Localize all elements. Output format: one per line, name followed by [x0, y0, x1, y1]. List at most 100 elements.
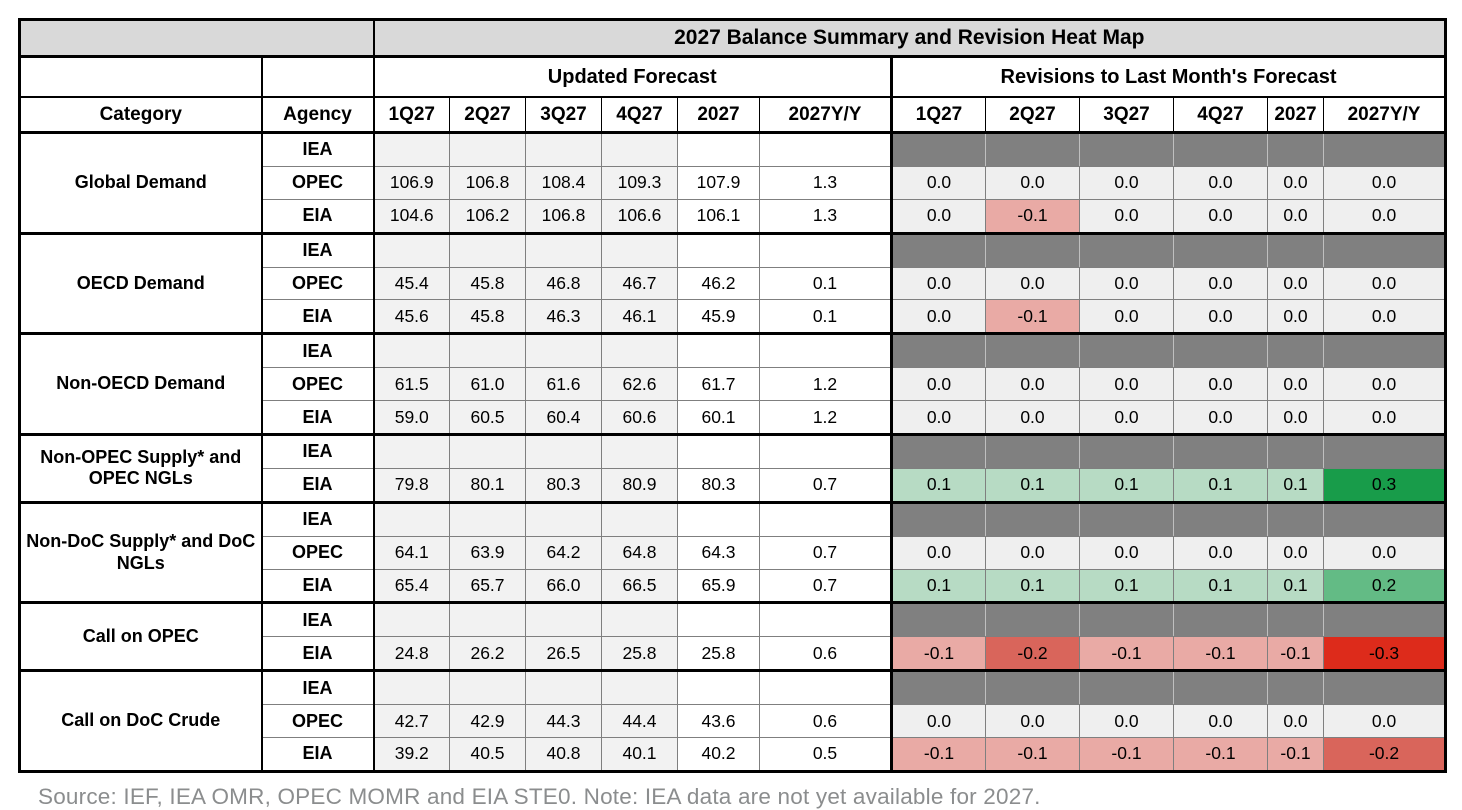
- revision-blocked-cell: [891, 601, 986, 638]
- column-header-category: Category: [19, 96, 262, 134]
- revision-value-cell: -0.1: [1173, 636, 1268, 672]
- forecast-value-cell: 25.8: [601, 636, 678, 672]
- revision-blocked-cell: [1079, 669, 1174, 706]
- forecast-value-cell: 24.8: [373, 636, 450, 672]
- column-header-revisions-3q27: 3Q27: [1079, 96, 1174, 134]
- revision-value-cell: 0.0: [985, 165, 1080, 200]
- revision-value-cell: 0.1: [891, 568, 986, 604]
- forecast-value-cell: 104.6: [373, 198, 450, 234]
- agency-cell: IEA: [260, 669, 375, 706]
- forecast-value-cell: 45.6: [373, 299, 450, 335]
- forecast-value-cell: 0.7: [759, 535, 893, 570]
- forecast-value-cell: 45.8: [449, 299, 526, 335]
- table-row: Non-DoC Supply* and DoC NGLs IEA: [19, 500, 1447, 604]
- column-header-forecast-2q27: 2Q27: [449, 96, 526, 134]
- revision-blocked-cell: [985, 332, 1080, 369]
- revision-value-cell: 0.0: [891, 704, 986, 739]
- revision-blocked-cell: [891, 332, 986, 369]
- column-header-revisions-2027yy: 2027Y/Y: [1322, 96, 1447, 134]
- revision-value-cell: -0.1: [985, 299, 1080, 335]
- revision-value-cell: 0.1: [1079, 568, 1174, 604]
- forecast-value-cell: [449, 231, 526, 268]
- revision-value-cell: -0.1: [1079, 737, 1174, 772]
- revision-blocked-cell: [1079, 231, 1174, 268]
- revision-value-cell: 0.0: [1079, 266, 1174, 301]
- revision-blocked-cell: [1079, 332, 1174, 369]
- table-row: OPEC 106.9 106.8 108.4 109.3 107.9 1.3 0.0 0.0 0.…: [20, 165, 1447, 200]
- column-header-forecast-3q27: 3Q27: [525, 96, 602, 134]
- revision-value-cell: 0.0: [1322, 704, 1447, 739]
- section-corner-agency: [261, 56, 375, 98]
- forecast-value-cell: [525, 131, 602, 167]
- revision-value-cell: 0.0: [1267, 299, 1324, 335]
- table-title: 2027 Balance Summary and Revision Heat M…: [372, 19, 1447, 58]
- agency-cell: EIA: [260, 636, 375, 672]
- revision-value-cell: 0.0: [985, 400, 1080, 436]
- table-row: OPEC 45.4 45.8 46.8 46.7 46.2 0.1 0.0 0.0 0.0 0.0 0…: [20, 266, 1447, 301]
- forecast-value-cell: [449, 500, 526, 537]
- revision-value-cell: -0.1: [1267, 636, 1324, 672]
- revision-blocked-cell: [1173, 669, 1268, 706]
- forecast-value-cell: 42.7: [373, 704, 450, 739]
- forecast-value-cell: [601, 669, 678, 706]
- forecast-value-cell: [677, 231, 760, 268]
- revision-value-cell: -0.2: [985, 636, 1080, 672]
- forecast-value-cell: [525, 669, 602, 706]
- table-row: OPEC 61.5 61.0 61.6 62.6 61.7 1.2 0.0 0.0 0.0 0.0 0…: [20, 367, 1447, 402]
- table-row: EIA 104.6 106.2 106.8 106.6 106.1 1.3 0.0 -0.1 0.…: [20, 198, 1447, 234]
- revision-value-cell: 0.0: [1079, 198, 1174, 234]
- forecast-value-cell: 60.5: [449, 400, 526, 436]
- revision-blocked-cell: [985, 231, 1080, 268]
- forecast-value-cell: [449, 131, 526, 167]
- revision-value-cell: 0.0: [891, 299, 986, 335]
- revision-blocked-cell: [891, 669, 986, 706]
- table-row: Call on OPEC IEA: [19, 601, 1447, 672]
- forecast-value-cell: [677, 500, 760, 537]
- column-header-agency: Agency: [260, 96, 375, 134]
- revision-blocked-cell: [1079, 601, 1174, 638]
- forecast-value-cell: 63.9: [449, 535, 526, 570]
- agency-cell: OPEC: [260, 266, 375, 301]
- forecast-value-cell: 45.9: [677, 299, 760, 335]
- section-header-revisions: Revisions to Last Month's Forecast: [890, 56, 1447, 98]
- revision-value-cell: 0.0: [1173, 299, 1268, 335]
- section-corner-category: [19, 56, 263, 98]
- forecast-value-cell: 40.8: [525, 737, 602, 772]
- revision-value-cell: 0.0: [891, 400, 986, 436]
- forecast-value-cell: [677, 669, 760, 706]
- revision-blocked-cell: [1322, 332, 1447, 369]
- forecast-value-cell: [677, 433, 760, 469]
- forecast-value-cell: 45.8: [449, 266, 526, 301]
- forecast-value-cell: [373, 231, 450, 268]
- forecast-value-cell: [759, 433, 893, 469]
- revision-blocked-cell: [1079, 500, 1174, 537]
- revision-value-cell: 0.0: [1079, 704, 1174, 739]
- revision-blocked-cell: [1173, 332, 1268, 369]
- forecast-value-cell: 1.3: [759, 198, 893, 234]
- revision-blocked-cell: [1267, 231, 1324, 268]
- forecast-value-cell: [373, 332, 450, 369]
- revision-blocked-cell: [1079, 433, 1174, 469]
- forecast-value-cell: 107.9: [677, 165, 760, 200]
- agency-cell: IEA: [260, 500, 375, 537]
- forecast-value-cell: [373, 500, 450, 537]
- forecast-value-cell: 61.5: [373, 367, 450, 402]
- forecast-value-cell: [759, 231, 893, 268]
- revision-blocked-cell: [1173, 433, 1268, 469]
- revision-value-cell: 0.0: [1267, 704, 1324, 739]
- forecast-value-cell: 59.0: [373, 400, 450, 436]
- forecast-value-cell: 108.4: [525, 165, 602, 200]
- forecast-value-cell: 61.6: [525, 367, 602, 402]
- forecast-value-cell: 64.1: [373, 535, 450, 570]
- forecast-value-cell: 64.3: [677, 535, 760, 570]
- category-cell: Non-OECD Demand: [19, 332, 263, 436]
- revision-value-cell: 0.0: [1322, 299, 1447, 335]
- forecast-value-cell: 43.6: [677, 704, 760, 739]
- revision-value-cell: -0.1: [1173, 737, 1268, 772]
- revision-blocked-cell: [985, 601, 1080, 638]
- forecast-value-cell: 60.6: [601, 400, 678, 436]
- forecast-value-cell: [759, 131, 893, 167]
- table-row: EIA 65.4 65.7 66.0 66.5 65.9 0.7 0.1 0.1 0.1 0.1 0.…: [20, 568, 1447, 604]
- forecast-value-cell: 44.4: [601, 704, 678, 739]
- column-header-revisions-4q27: 4Q27: [1173, 96, 1268, 134]
